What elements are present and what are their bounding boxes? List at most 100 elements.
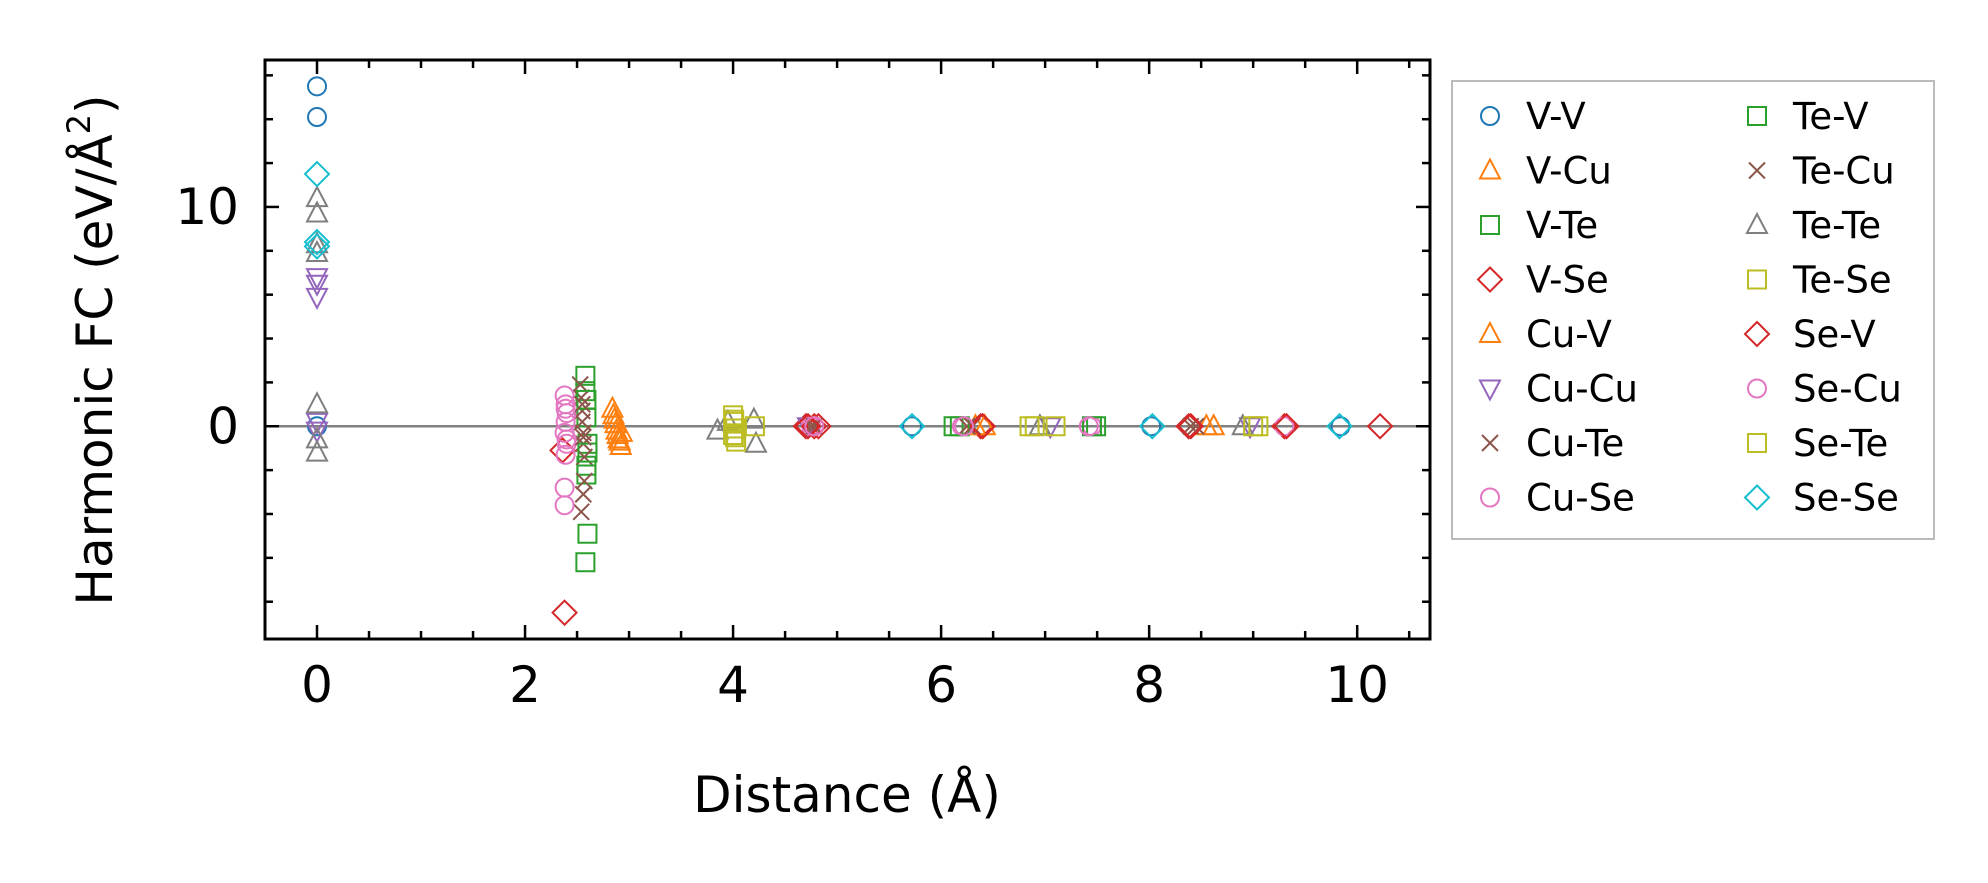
data-point	[601, 402, 626, 425]
legend-entry: Cu-Cu	[1478, 368, 1638, 411]
y-axis-label-close: )	[66, 94, 124, 114]
data-point	[600, 395, 625, 418]
data-point	[744, 430, 768, 453]
legend-marker	[1745, 211, 1769, 234]
x-tick-label: 0	[301, 656, 333, 714]
legend-label: V-Cu	[1526, 150, 1612, 193]
legend-frame	[1451, 80, 1935, 540]
data-point	[794, 412, 822, 440]
y-axis-label-superscript: 2	[60, 114, 98, 134]
data-point	[577, 442, 598, 463]
data-point	[898, 412, 926, 440]
legend-label: V-Se	[1526, 259, 1609, 302]
y-axis-label: Harmonic FC (eV/Å2)	[60, 94, 124, 605]
data-point	[556, 429, 577, 450]
data-point	[1141, 416, 1162, 437]
data-point	[726, 431, 747, 452]
legend-entry: Te-Se	[1747, 259, 1892, 302]
legend-entry: Cu-V	[1478, 313, 1612, 356]
x-tick-label: 8	[1133, 656, 1165, 714]
legend-label: Cu-Te	[1526, 422, 1624, 465]
data-point	[1024, 416, 1045, 437]
data-point	[1273, 412, 1300, 440]
series-cu-te	[571, 375, 1200, 521]
y-axis-label-group: Harmonic FC (eV/Å2)	[60, 94, 124, 605]
data-point	[572, 389, 590, 407]
series-te-v	[576, 389, 1102, 485]
legend-entry: Se-V	[1743, 313, 1876, 356]
legend-label: Se-V	[1793, 313, 1876, 356]
data-point	[804, 416, 825, 437]
legend: V-V V-Cu V-Te V-Se Cu-V Cu-Cu Cu-Te Cu-Se Te-V Te…	[1451, 80, 1935, 540]
x-tick-label: 2	[509, 656, 541, 714]
legend-label: Te-Te	[1792, 204, 1881, 247]
series-se-se	[303, 160, 1353, 440]
data-point	[574, 485, 593, 503]
data-point	[575, 472, 594, 490]
series-v-v	[307, 76, 1351, 437]
series-cu-cu	[305, 268, 1262, 444]
data-point	[605, 421, 630, 445]
legend-label: V-Te	[1526, 204, 1598, 247]
data-point	[305, 274, 329, 297]
series-te-cu	[573, 395, 1205, 490]
data-point	[574, 428, 593, 446]
legend-label: Se-Cu	[1793, 368, 1902, 411]
data-point	[307, 107, 328, 128]
legend-marker	[1480, 106, 1500, 126]
series-cu-v	[601, 402, 1226, 451]
data-point	[575, 365, 596, 386]
data-points-layer	[303, 76, 1394, 627]
series-se-cu	[555, 398, 1099, 450]
legend-marker	[1747, 106, 1767, 126]
ticks-layer: 0 2 4 6 8 10 0 10	[175, 60, 1430, 714]
legend-label: Se-Te	[1793, 422, 1888, 465]
data-point	[575, 552, 596, 573]
data-point	[973, 413, 997, 436]
data-point	[577, 523, 598, 544]
legend-entry: V-V	[1480, 95, 1586, 138]
data-point	[723, 405, 744, 426]
legend-marker	[1478, 157, 1502, 180]
y-tick-label: 0	[207, 397, 239, 455]
y-tick-label: 10	[175, 178, 239, 236]
data-point	[744, 416, 765, 437]
x-tick-label: 10	[1325, 656, 1389, 714]
series-te-te	[305, 185, 1255, 462]
data-point	[1138, 412, 1166, 440]
series-cu-se	[554, 385, 1295, 516]
data-point	[1330, 416, 1351, 437]
legend-entry: Se-Te	[1747, 422, 1888, 465]
data-point	[573, 395, 591, 414]
data-point	[1248, 416, 1269, 437]
series-v-se	[549, 412, 1394, 627]
plot-area-frame	[263, 58, 1432, 641]
legend-label: Cu-V	[1526, 313, 1612, 356]
data-point	[725, 427, 746, 448]
data-point	[551, 599, 578, 627]
data-point	[554, 495, 575, 516]
data-point	[303, 160, 331, 188]
data-point	[1177, 412, 1205, 440]
data-point	[555, 444, 576, 465]
data-point	[305, 391, 329, 414]
data-point	[305, 239, 329, 262]
legend-label: Te-Se	[1792, 259, 1892, 302]
legend-entry: Te-Te	[1745, 204, 1881, 247]
data-point	[1201, 413, 1226, 436]
legend-entry: Te-V	[1747, 95, 1869, 138]
x-tick-label: 6	[925, 656, 957, 714]
legend-entry: Cu-Te	[1481, 422, 1624, 465]
data-point	[305, 426, 329, 449]
data-point	[1231, 413, 1255, 436]
y-axis-label-main: Harmonic FC (eV/Å	[66, 134, 124, 605]
legend-entry: Te-Cu	[1748, 150, 1895, 193]
legend-label: Cu-Cu	[1526, 368, 1638, 411]
x-tick-label: 4	[717, 656, 749, 714]
legend-marker	[1481, 434, 1499, 452]
legend-label: V-V	[1526, 95, 1586, 138]
legend-marker	[1478, 379, 1502, 402]
legend-entry: Se-Cu	[1747, 368, 1902, 411]
legend-marker	[1480, 487, 1500, 508]
